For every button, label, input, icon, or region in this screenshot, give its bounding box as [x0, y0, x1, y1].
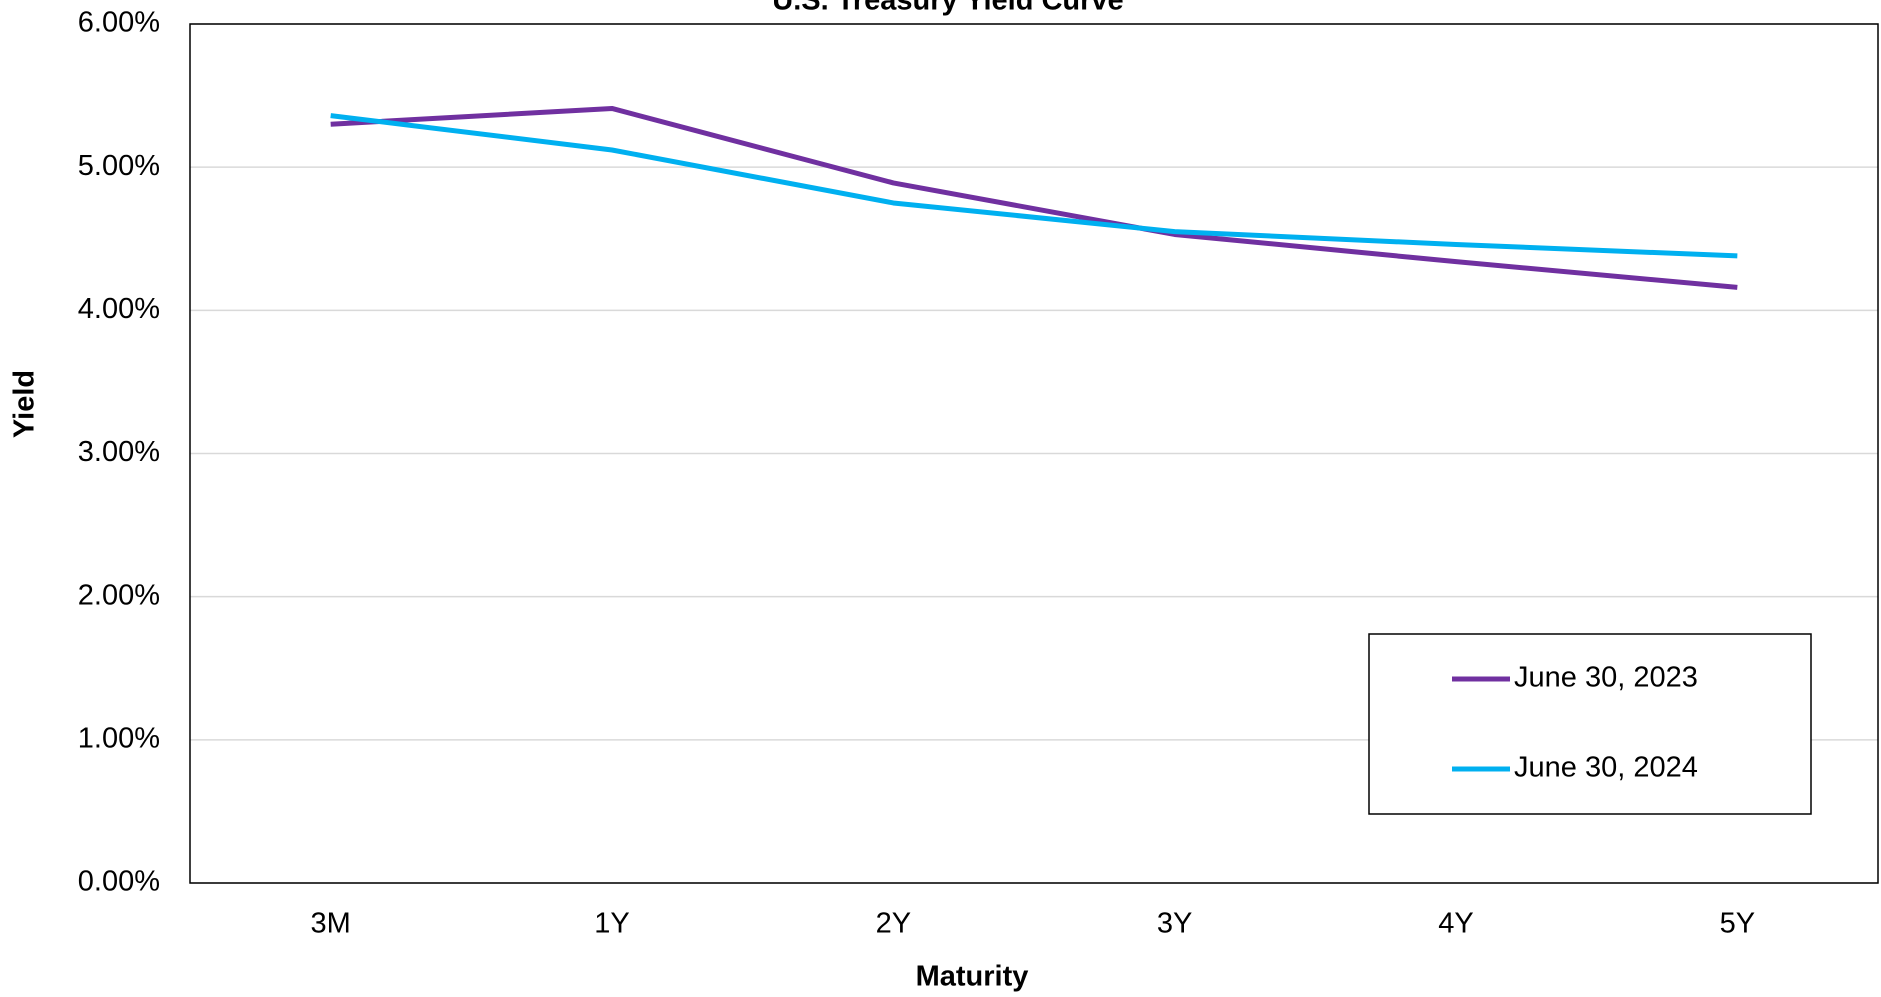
y-tick-label: 3.00% [78, 436, 160, 468]
legend-label: June 30, 2024 [1514, 752, 1698, 784]
series-line [330, 105, 1738, 290]
x-axis-label: Maturity [916, 961, 1029, 993]
x-tick-label: 2Y [876, 908, 911, 940]
y-tick-label: 4.00% [78, 293, 160, 325]
y-tick-label: 6.00% [78, 7, 160, 39]
x-tick-label: 5Y [1720, 908, 1755, 940]
x-tick-label: 3Y [1157, 908, 1192, 940]
chart-title: U.S. Treasury Yield Curve [772, 0, 1123, 17]
plot-border [189, 23, 1879, 884]
y-tick-label: 2.00% [78, 579, 160, 611]
x-tick-label: 1Y [594, 908, 629, 940]
series-line [330, 113, 1738, 259]
legend-label: June 30, 2023 [1514, 662, 1698, 694]
x-tick-label: 4Y [1438, 908, 1473, 940]
y-axis-label: Yield [9, 370, 41, 438]
legend-box [1368, 633, 1812, 815]
x-tick-label: 3M [311, 908, 351, 940]
y-tick-label: 0.00% [78, 866, 160, 898]
y-tick-label: 5.00% [78, 150, 160, 182]
y-tick-label: 1.00% [78, 722, 160, 754]
